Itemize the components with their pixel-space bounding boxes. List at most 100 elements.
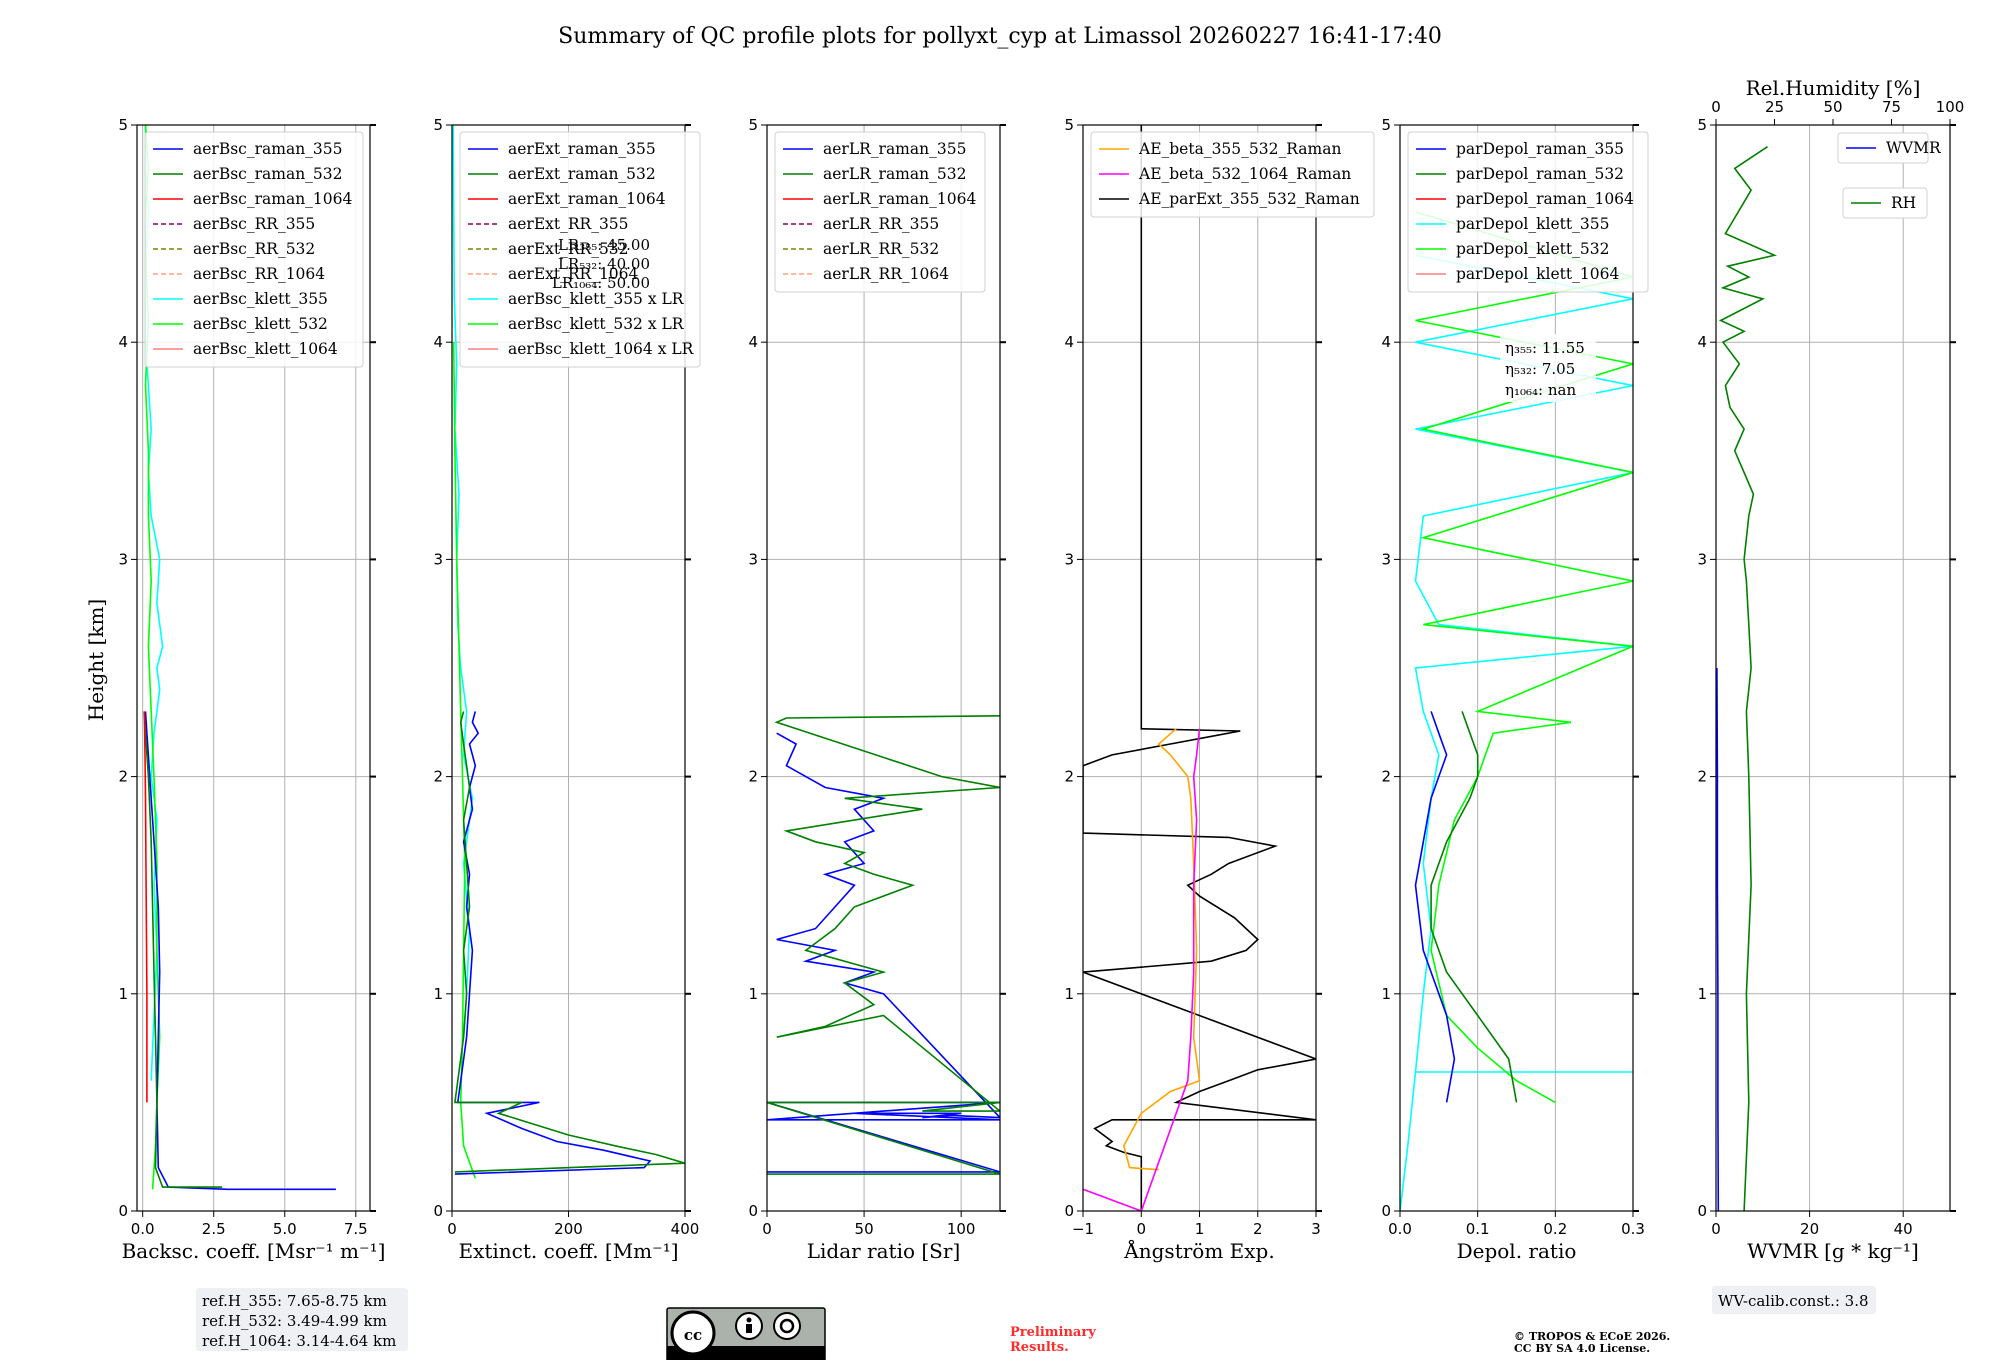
- ref-height-text: ref.H_1064: 3.14-4.64 km: [202, 1332, 396, 1350]
- y-tick-label: 4: [1697, 333, 1707, 351]
- legend-label: AE_parExt_355_532_Raman: [1138, 190, 1360, 208]
- legend-label: aerExt_raman_1064: [508, 190, 666, 208]
- cc-license-badge: cc BY SA: [666, 1307, 826, 1360]
- legend-label: WVMR: [1886, 139, 1942, 157]
- y-tick-label: 4: [748, 333, 758, 351]
- x-axis-label: WVMR [g * kg⁻¹]: [1747, 1239, 1919, 1263]
- legend-label: aerLR_raman_1064: [823, 190, 976, 208]
- badge-label: BY SA: [733, 1344, 804, 1360]
- top-x-tick-label: 50: [1823, 98, 1842, 116]
- legend-label: AE_beta_532_1064_Raman: [1138, 165, 1351, 183]
- legend-box: [1842, 187, 1928, 219]
- legend-label: parDepol_raman_532: [1456, 165, 1624, 183]
- x-tick-label: 0.1: [1466, 1220, 1490, 1238]
- y-tick-label: 1: [1697, 985, 1707, 1003]
- y-tick-label: 5: [433, 116, 443, 134]
- legend-label: aerBsc_klett_1064: [193, 340, 338, 358]
- x-axis-label: Extinct. coeff. [Mm⁻¹]: [458, 1239, 678, 1263]
- wv-calib-text: WV-calib.const.: 3.8: [1718, 1292, 1869, 1310]
- series-line-AE_parExt_355_532_Raman: [1083, 125, 1316, 1211]
- y-tick-label: 1: [433, 985, 443, 1003]
- x-axis-label: Depol. ratio: [1457, 1239, 1577, 1263]
- legend-label: parDepol_klett_532: [1456, 240, 1609, 258]
- cc-icon: [670, 1310, 716, 1356]
- y-tick-label: 1: [118, 985, 128, 1003]
- x-tick-label: 0.3: [1621, 1220, 1645, 1238]
- x-tick-label: 400: [671, 1220, 700, 1238]
- legend-label: aerBsc_klett_532: [193, 315, 328, 333]
- legend-box: [1090, 131, 1375, 218]
- copyright-label: © TROPOS & ECoE 2026.: [1514, 1330, 1670, 1343]
- y-tick-label: 4: [1064, 333, 1074, 351]
- legend-label: parDepol_klett_1064: [1456, 265, 1619, 283]
- legend-label: aerExt_RR_1064: [508, 265, 639, 283]
- figure-title: Summary of QC profile plots for pollyxt_…: [558, 24, 1442, 49]
- by-icon-body: [746, 1324, 752, 1333]
- legend-label: aerExt_RR_532: [508, 240, 629, 258]
- preliminary-label: Preliminary: [1010, 1325, 1096, 1340]
- y-tick-label: 5: [1064, 116, 1074, 134]
- y-tick-label: 3: [1697, 550, 1707, 568]
- x-tick-label: 200: [554, 1220, 583, 1238]
- y-tick-label: 0: [748, 1202, 758, 1220]
- x-axis-label: Backsc. coeff. [Msr⁻¹ m⁻¹]: [122, 1239, 386, 1263]
- ref-height-text: ref.H_355: 7.65-8.75 km: [202, 1292, 387, 1310]
- legend-label: aerBsc_raman_355: [193, 140, 343, 158]
- legend-label: aerBsc_raman_1064: [193, 190, 353, 208]
- eta-note: η₅₃₂: 7.05: [1505, 360, 1575, 378]
- legend-box: [459, 131, 701, 368]
- copyright-label: CC BY SA 4.0 License.: [1514, 1342, 1650, 1355]
- series-line-aerBsc_raman_532: [143, 711, 223, 1188]
- legend-label: aerBsc_klett_1064 x LR: [508, 340, 695, 358]
- y-tick-label: 3: [118, 550, 128, 568]
- y-tick-label: 5: [118, 116, 128, 134]
- y-tick-label: 5: [1697, 116, 1707, 134]
- series-line-aerExt_raman_355: [454, 711, 652, 1175]
- y-tick-label: 2: [1381, 768, 1391, 786]
- y-axis-label: Height [km]: [84, 599, 108, 721]
- y-tick-label: 4: [1381, 333, 1391, 351]
- series-line-parDepol_raman_355: [1414, 711, 1456, 1103]
- legend-label: aerLR_RR_355: [823, 215, 939, 233]
- series-line-aerBsc_raman_1064: [143, 711, 148, 1103]
- y-tick-label: 3: [1381, 550, 1391, 568]
- legend-label: aerExt_raman_532: [508, 165, 656, 183]
- series-line-AE_beta_532_1064_Raman: [1083, 728, 1201, 1211]
- top-x-tick-label: 100: [1936, 98, 1965, 116]
- legend-label: aerBsc_RR_1064: [193, 265, 325, 283]
- legend-box: [1837, 132, 1929, 164]
- series-line-aerLR_raman_355: [767, 732, 1000, 1173]
- axes-frame: [766, 124, 1001, 1212]
- legend-box: [144, 131, 364, 368]
- lr-note: LR₁₀₆₄: 50.00: [552, 274, 650, 292]
- y-tick-label: 0: [1381, 1202, 1391, 1220]
- y-tick-label: 1: [1064, 985, 1074, 1003]
- legend-label: aerLR_RR_1064: [823, 265, 949, 283]
- ref-height-box: [196, 1288, 408, 1351]
- lr-note: LR₅₃₂: 40.00: [558, 255, 650, 273]
- y-tick-label: 0: [1064, 1202, 1074, 1220]
- legend-label: aerBsc_raman_532: [193, 165, 343, 183]
- x-tick-label: 0: [1711, 1220, 1721, 1238]
- series-line-RH: [1718, 146, 1778, 1211]
- x-tick-label: 0: [762, 1220, 772, 1238]
- legend-label: aerLR_raman_532: [823, 165, 966, 183]
- x-tick-label: 20: [1800, 1220, 1819, 1238]
- x-tick-label: 0: [1136, 1220, 1146, 1238]
- eta-note: η₁₀₆₄: nan: [1505, 381, 1576, 399]
- legend-label: aerBsc_klett_355 x LR: [508, 290, 685, 308]
- y-tick-label: 2: [1064, 768, 1074, 786]
- y-tick-label: 0: [118, 1202, 128, 1220]
- axes-frame: [1399, 124, 1634, 1212]
- legend-label: aerBsc_RR_355: [193, 215, 315, 233]
- y-tick-label: 3: [748, 550, 758, 568]
- x-tick-label: 7.5: [344, 1220, 368, 1238]
- x-tick-label: 0: [447, 1220, 457, 1238]
- y-tick-label: 5: [748, 116, 758, 134]
- legend-box: [774, 131, 986, 293]
- x-tick-label: 3: [1311, 1220, 1321, 1238]
- legend-label: aerLR_raman_355: [823, 140, 966, 158]
- legend-label: aerExt_RR_355: [508, 215, 629, 233]
